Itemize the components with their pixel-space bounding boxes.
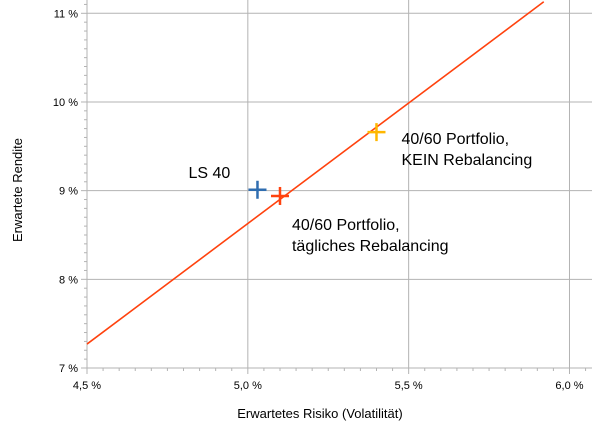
- point-marker: [367, 123, 386, 142]
- point-label: LS 40: [188, 165, 230, 182]
- series: [86, 1, 545, 345]
- grid: [87, 0, 592, 368]
- point-label: KEIN Rebalancing: [401, 152, 532, 169]
- point-marker: [248, 180, 267, 199]
- y-tick-label: 7 %: [59, 363, 78, 375]
- y-tick-label: 8 %: [59, 274, 78, 286]
- labels: LS 40 40/60 Portfolio, tägliches Rebalanci…: [188, 131, 532, 255]
- trend-line: [86, 1, 545, 345]
- point-label: 40/60 Portfolio,: [401, 131, 509, 148]
- y-tick-label: 10 %: [53, 97, 78, 109]
- point-marker: [270, 186, 289, 205]
- x-tick-label: 6,0 %: [555, 380, 583, 392]
- point-label: 40/60 Portfolio,: [292, 217, 400, 234]
- x-tick-label: 5,5 %: [395, 380, 423, 392]
- x-tick-label: 4,5 %: [73, 380, 101, 392]
- y-axis-title: Erwartete Rendite: [10, 138, 25, 242]
- axes: [86, 0, 592, 369]
- point-label: tägliches Rebalancing: [292, 238, 449, 255]
- markers: [248, 123, 386, 205]
- y-tick-label: 11 %: [54, 8, 78, 20]
- x-axis-title: Erwartetes Risiko (Volatilität): [237, 406, 402, 421]
- ticks: 4,5 % 5,0 % 5,5 % 6,0 % 7 % 8 % 9 % 10 % 11 %: [53, 3, 587, 392]
- y-tick-label: 9 %: [59, 186, 78, 198]
- x-tick-label: 5,0 %: [234, 380, 262, 392]
